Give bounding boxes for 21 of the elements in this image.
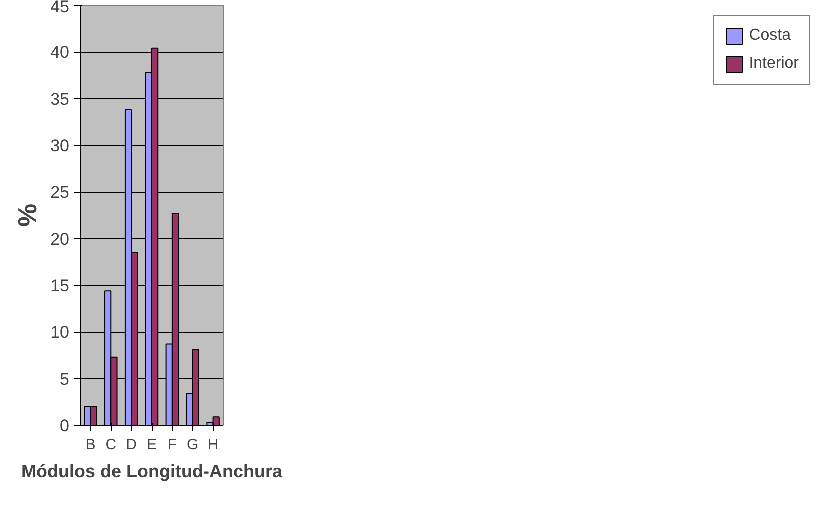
y-tick-label: 0 — [60, 416, 70, 436]
x-tick-label: C — [106, 436, 117, 454]
x-tick-label: H — [208, 436, 219, 454]
y-tick-label: 35 — [50, 90, 70, 109]
x-tick-label: G — [187, 436, 199, 454]
y-tick-label: 15 — [50, 276, 70, 296]
x-axis-title: Módulos de Longitud-Anchura — [22, 462, 284, 482]
y-tick-label: 5 — [60, 370, 70, 389]
legend-label: Costa — [749, 27, 791, 45]
legend-label: Interior — [749, 55, 799, 73]
x-tick-label: D — [126, 436, 138, 454]
y-tick-label: 25 — [50, 183, 70, 202]
y-tick-label: 30 — [50, 136, 70, 156]
y-tick-label: 40 — [50, 43, 70, 62]
y-tick-label: 10 — [50, 323, 70, 342]
x-tick-label: E — [147, 436, 158, 454]
y-axis-title: % — [12, 204, 43, 228]
y-tick-label: 45 — [50, 0, 70, 16]
x-tick-label: B — [86, 436, 96, 454]
y-tick-label: 20 — [50, 230, 70, 249]
x-tick-label: F — [168, 436, 178, 454]
